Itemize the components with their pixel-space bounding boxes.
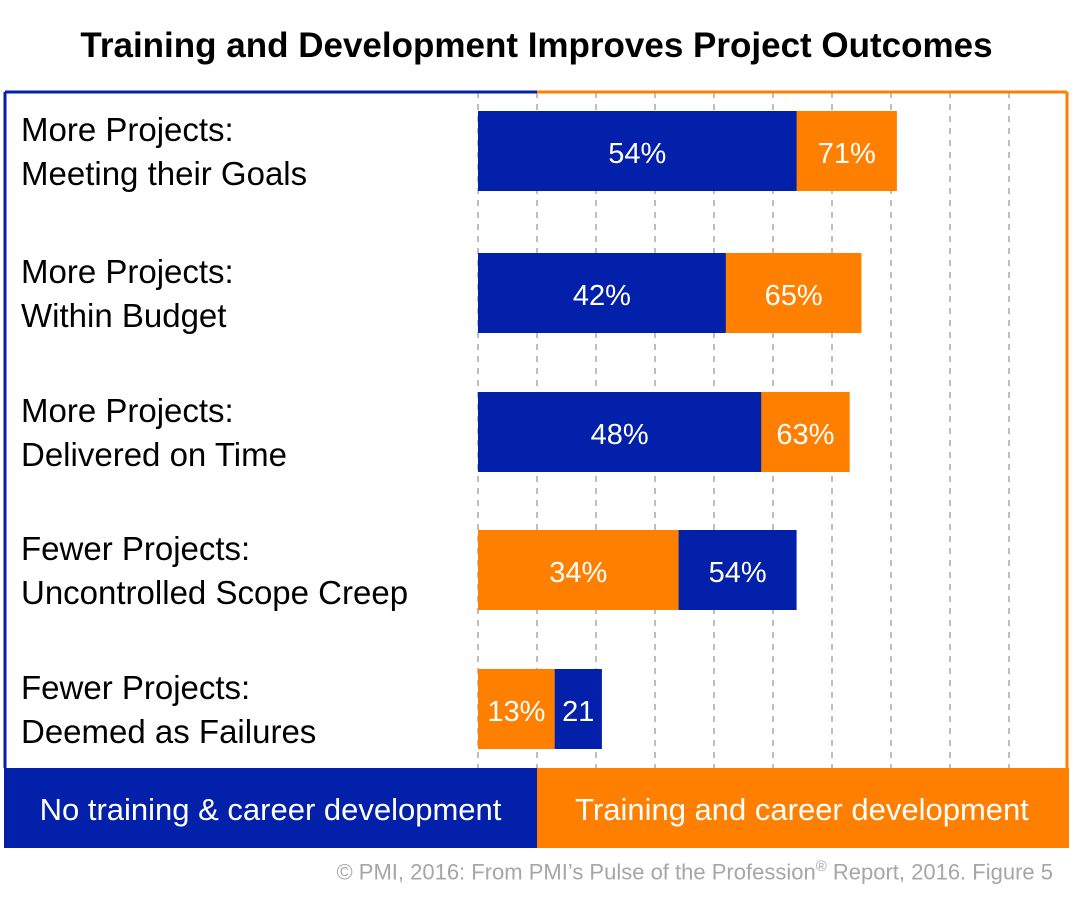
data-label: 71%	[818, 138, 876, 170]
chart-title: Training and Development Improves Projec…	[80, 26, 993, 65]
category-label-line2: Delivered on Time	[21, 436, 287, 473]
bar-training	[478, 669, 555, 749]
category-label-line2: Meeting their Goals	[21, 155, 307, 192]
data-label: 34%	[549, 557, 607, 589]
footer-credit: © PMI, 2016: From PMI’s Pulse of the Pro…	[336, 858, 1053, 885]
category-label-line1: More Projects:	[21, 253, 234, 290]
footer-text-end: Report, 2016. Figure 5	[826, 859, 1053, 885]
registered-mark: ®	[815, 858, 827, 875]
legend-swatch-training	[537, 768, 1069, 848]
bar-no-training	[478, 111, 797, 191]
bar-no-training	[478, 392, 762, 472]
category-label-line1: Fewer Projects:	[21, 669, 250, 706]
data-label: 54%	[608, 138, 666, 170]
data-label: 63%	[776, 419, 834, 451]
data-label: 21	[562, 696, 594, 728]
bar-training	[478, 530, 679, 610]
category-label-line2: Within Budget	[21, 297, 226, 334]
category-label-line2: Uncontrolled Scope Creep	[21, 574, 408, 611]
legend-label-no-training: No training & career development	[40, 792, 502, 827]
category-label-line1: More Projects:	[21, 392, 234, 429]
data-label: 13%	[487, 696, 545, 728]
data-label: 65%	[765, 280, 823, 312]
category-label-line2: Deemed as Failures	[21, 713, 316, 750]
data-label: 48%	[591, 419, 649, 451]
bar-no-training	[478, 253, 726, 333]
data-label: 54%	[709, 557, 767, 589]
category-label-line1: Fewer Projects:	[21, 530, 250, 567]
legend-swatch-no-training	[4, 768, 537, 848]
footer-text: © PMI, 2016: From PMI’s Pulse of the Pro…	[336, 859, 816, 885]
category-label-line1: More Projects:	[21, 111, 234, 148]
legend-label-training: Training and career development	[575, 792, 1029, 827]
data-label: 42%	[573, 280, 631, 312]
